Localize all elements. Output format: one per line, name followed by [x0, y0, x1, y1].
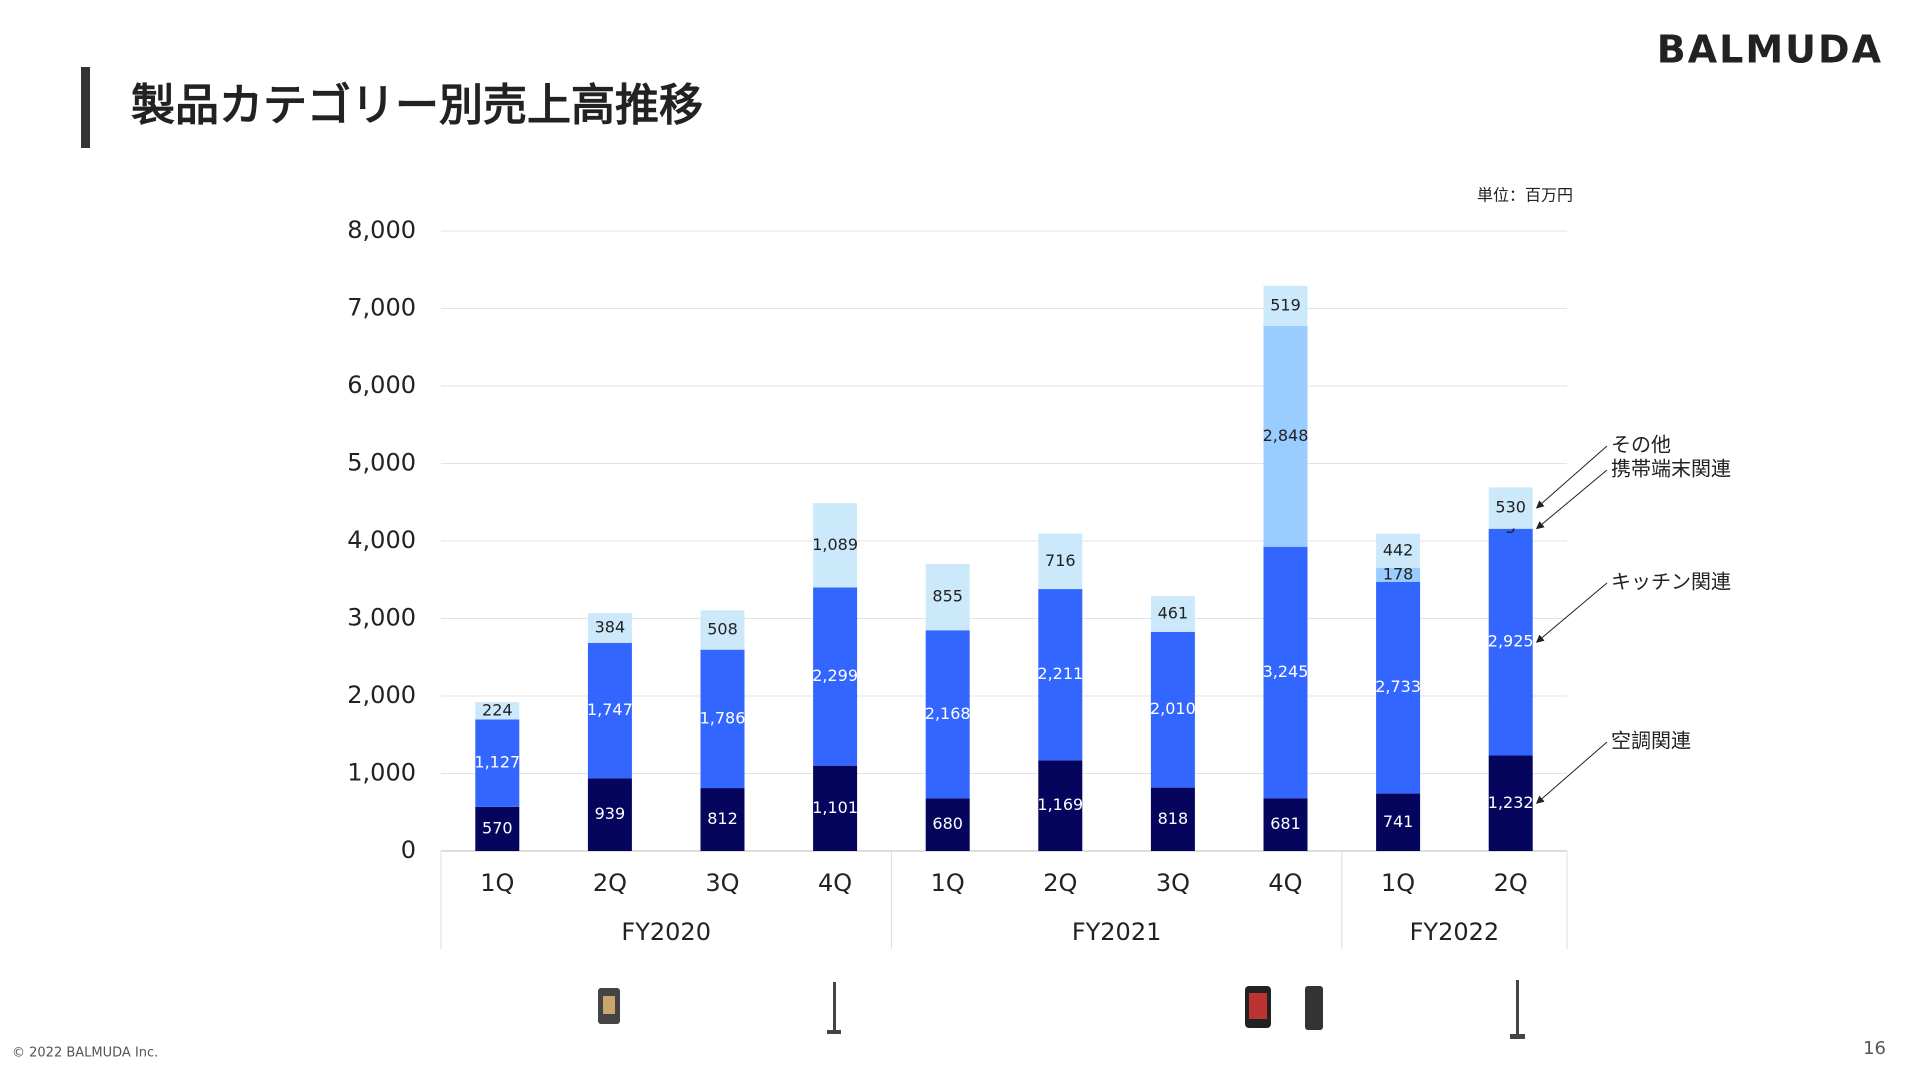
- value-label: 818: [1158, 809, 1189, 828]
- y-tick-label: 2,000: [347, 681, 416, 709]
- legend-label: 空調関連: [1611, 729, 1691, 753]
- value-label: 1,101: [812, 798, 858, 817]
- logo: BALMUDA: [1657, 28, 1883, 72]
- y-tick-label: 0: [401, 836, 416, 864]
- y-tick-label: 1,000: [347, 759, 416, 787]
- value-label: 1,127: [474, 753, 520, 772]
- value-label: 939: [595, 804, 626, 823]
- title-bar: [81, 67, 90, 148]
- y-tick-label: 3,000: [347, 604, 416, 632]
- page-title: 製品カテゴリー別売上高推移: [131, 80, 703, 131]
- copyright: © 2022 BALMUDA Inc.: [12, 1046, 158, 1061]
- value-label: 2,733: [1375, 677, 1421, 696]
- value-label: 681: [1270, 814, 1301, 833]
- value-label: 3,245: [1263, 662, 1309, 681]
- y-tick-label: 5,000: [347, 449, 416, 477]
- group-label: FY2021: [1072, 918, 1162, 946]
- value-label: 1,169: [1037, 795, 1083, 814]
- x-tick-label: 1Q: [480, 869, 514, 897]
- page-number: 16: [1863, 1038, 1886, 1059]
- x-tick-label: 1Q: [1381, 869, 1415, 897]
- value-label: 2,211: [1037, 664, 1083, 683]
- value-label: 1,232: [1488, 793, 1534, 812]
- value-label: 2,010: [1150, 699, 1196, 718]
- x-tick-label: 2Q: [1494, 869, 1528, 897]
- legend-label: キッチン関連: [1611, 570, 1731, 594]
- value-label: 570: [482, 818, 513, 837]
- product-icons: [598, 980, 1525, 1039]
- x-tick-label: 2Q: [593, 869, 627, 897]
- value-label: 812: [707, 809, 738, 828]
- x-tick-label: 1Q: [931, 869, 965, 897]
- legend-arrow: [1537, 470, 1607, 529]
- unit-note: 単位：百万円: [1477, 186, 1573, 205]
- group-label: FY2022: [1410, 918, 1500, 946]
- value-label: 855: [932, 587, 963, 606]
- value-label: 1,786: [700, 708, 746, 727]
- legend-label: 携帯端末関連: [1611, 457, 1731, 481]
- legend-arrow: [1537, 583, 1607, 642]
- value-label: 442: [1383, 540, 1414, 559]
- value-label: 680: [932, 814, 963, 833]
- y-tick-label: 4,000: [347, 526, 416, 554]
- value-label: 519: [1270, 295, 1301, 314]
- legend-label: その他: [1611, 433, 1671, 457]
- value-label: 2,848: [1263, 426, 1309, 445]
- x-tick-label: 3Q: [1156, 869, 1190, 897]
- value-label: 461: [1158, 603, 1189, 622]
- value-label: 2,299: [812, 666, 858, 685]
- legend-arrow: [1537, 742, 1607, 803]
- value-label: 2,925: [1488, 632, 1534, 651]
- value-label: 2,168: [925, 704, 971, 723]
- group-label: FY2020: [621, 918, 711, 946]
- value-label: 1,747: [587, 700, 633, 719]
- y-tick-label: 6,000: [347, 371, 416, 399]
- x-tick-label: 2Q: [1043, 869, 1077, 897]
- x-tick-label: 3Q: [705, 869, 739, 897]
- x-tick-label: 4Q: [1268, 869, 1302, 897]
- x-tick-label: 4Q: [818, 869, 852, 897]
- value-label: 224: [482, 700, 513, 719]
- y-tick-label: 7,000: [347, 294, 416, 322]
- value-label: 716: [1045, 551, 1076, 570]
- value-label: 508: [707, 619, 738, 638]
- y-tick-label: 8,000: [347, 216, 416, 244]
- value-label: 530: [1495, 497, 1526, 516]
- value-label: 384: [595, 617, 626, 636]
- value-label: 741: [1383, 812, 1414, 831]
- legend-arrow: [1537, 446, 1607, 508]
- value-label: 1,089: [812, 535, 858, 554]
